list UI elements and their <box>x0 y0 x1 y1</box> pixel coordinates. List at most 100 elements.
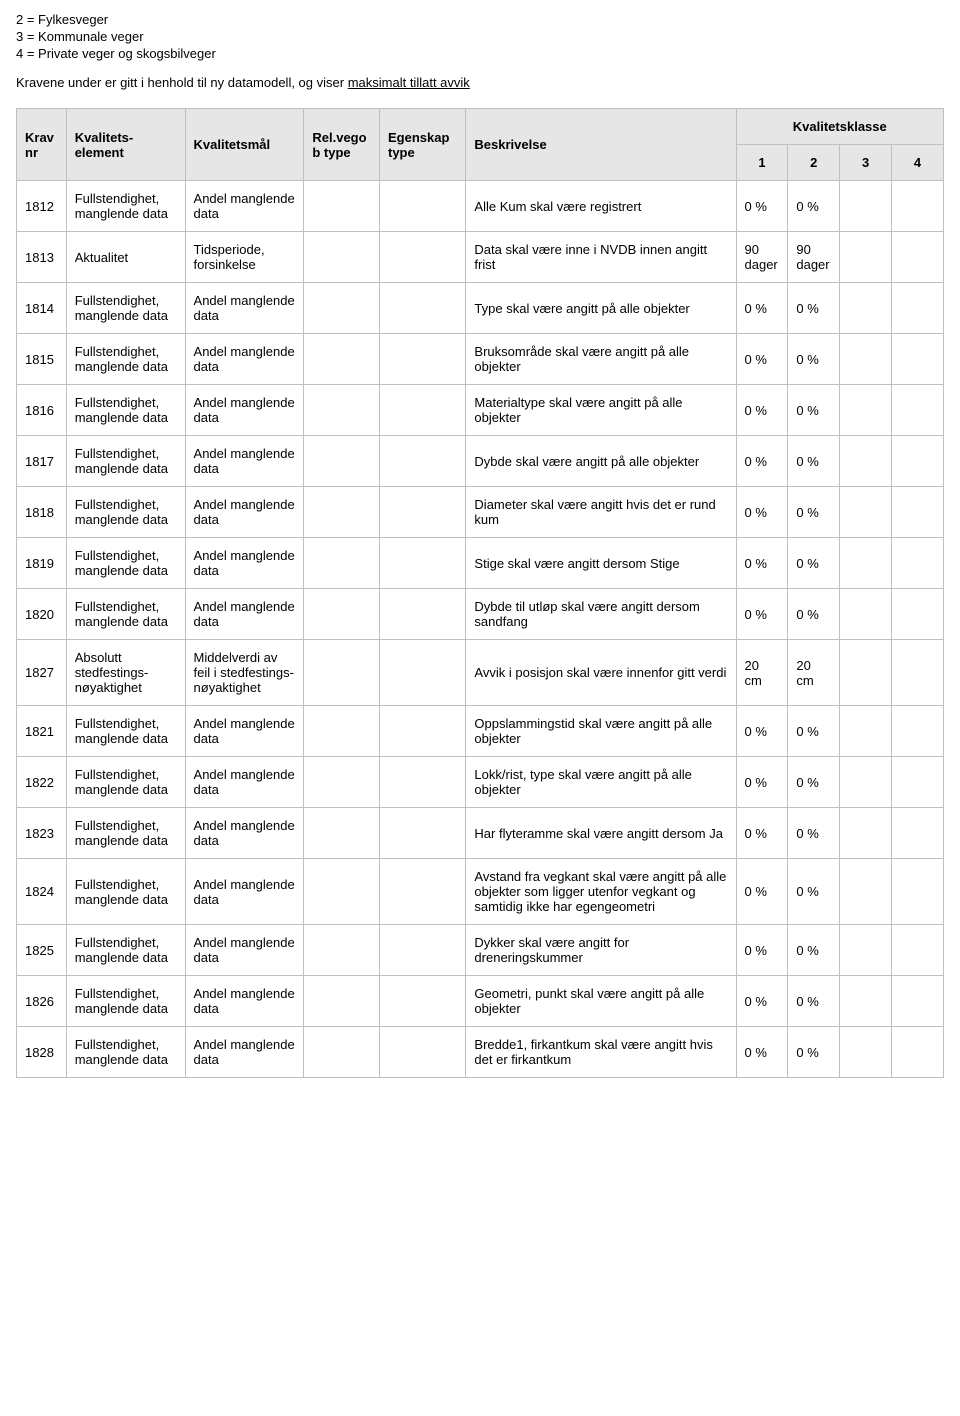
cell-k3 <box>840 925 892 976</box>
col-egenskap: Egenskap type <box>380 109 466 181</box>
cell-k4 <box>892 859 944 925</box>
col-relvegob: Rel.vegob type <box>304 109 380 181</box>
table-row: 1816Fullstendighet, manglende dataAndel … <box>17 385 944 436</box>
cell-krav-nr: 1812 <box>17 181 67 232</box>
cell-k2: 0 % <box>788 976 840 1027</box>
cell-egenskap <box>380 232 466 283</box>
cell-beskrivelse: Avstand fra vegkant skal være angitt på … <box>466 859 736 925</box>
cell-egenskap <box>380 334 466 385</box>
table-row: 1824Fullstendighet, manglende dataAndel … <box>17 859 944 925</box>
cell-kvalitetsmal: Andel manglende data <box>185 538 304 589</box>
cell-k4 <box>892 706 944 757</box>
cell-kvalitetsmal: Andel manglende data <box>185 283 304 334</box>
cell-relvegob <box>304 283 380 334</box>
cell-k4 <box>892 232 944 283</box>
cell-k2: 0 % <box>788 334 840 385</box>
cell-kvalitetsmal: Andel manglende data <box>185 1027 304 1078</box>
cell-egenskap <box>380 640 466 706</box>
cell-k1: 0 % <box>736 757 788 808</box>
cell-beskrivelse: Type skal være angitt på alle objekter <box>466 283 736 334</box>
cell-k4 <box>892 436 944 487</box>
cell-egenskap <box>380 589 466 640</box>
cell-k4 <box>892 538 944 589</box>
cell-relvegob <box>304 181 380 232</box>
cell-k1: 0 % <box>736 538 788 589</box>
cell-k1: 0 % <box>736 1027 788 1078</box>
cell-beskrivelse: Dybde til utløp skal være angitt dersom … <box>466 589 736 640</box>
table-header: Krav nr Kvalitets-element Kvalitetsmål R… <box>17 109 944 181</box>
cell-k2: 0 % <box>788 283 840 334</box>
cell-k3 <box>840 385 892 436</box>
cell-kvalitetsmal: Andel manglende data <box>185 436 304 487</box>
cell-beskrivelse: Materialtype skal være angitt på alle ob… <box>466 385 736 436</box>
cell-beskrivelse: Lokk/rist, type skal være angitt på alle… <box>466 757 736 808</box>
cell-krav-nr: 1814 <box>17 283 67 334</box>
cell-k1: 0 % <box>736 487 788 538</box>
cell-kvalitetsmal: Andel manglende data <box>185 808 304 859</box>
col-k4: 4 <box>892 145 944 181</box>
cell-k4 <box>892 640 944 706</box>
cell-krav-nr: 1815 <box>17 334 67 385</box>
cell-kvalitetselement: Fullstendighet, manglende data <box>66 589 185 640</box>
cell-kvalitetselement: Fullstendighet, manglende data <box>66 487 185 538</box>
cell-k4 <box>892 808 944 859</box>
table-row: 1821Fullstendighet, manglende dataAndel … <box>17 706 944 757</box>
cell-kvalitetsmal: Andel manglende data <box>185 385 304 436</box>
cell-k3 <box>840 808 892 859</box>
cell-k3 <box>840 283 892 334</box>
cell-egenskap <box>380 385 466 436</box>
cell-relvegob <box>304 487 380 538</box>
cell-k2: 0 % <box>788 385 840 436</box>
cell-egenskap <box>380 436 466 487</box>
cell-k2: 0 % <box>788 181 840 232</box>
cell-kvalitetselement: Fullstendighet, manglende data <box>66 385 185 436</box>
cell-beskrivelse: Dykker skal være angitt for dreneringsku… <box>466 925 736 976</box>
cell-kvalitetselement: Fullstendighet, manglende data <box>66 859 185 925</box>
cell-relvegob <box>304 436 380 487</box>
col-kvalitetsmal: Kvalitetsmål <box>185 109 304 181</box>
cell-k1: 0 % <box>736 808 788 859</box>
cell-kvalitetsmal: Andel manglende data <box>185 757 304 808</box>
cell-krav-nr: 1822 <box>17 757 67 808</box>
cell-k4 <box>892 487 944 538</box>
cell-kvalitetsmal: Andel manglende data <box>185 589 304 640</box>
intro-prefix: Kravene under er gitt i henhold til ny d… <box>16 75 348 90</box>
col-k3: 3 <box>840 145 892 181</box>
legend-line: 2 = Fylkesveger <box>16 12 944 27</box>
table-row: 1812Fullstendighet, manglende dataAndel … <box>17 181 944 232</box>
cell-kvalitetselement: Fullstendighet, manglende data <box>66 334 185 385</box>
cell-k3 <box>840 757 892 808</box>
table-row: 1820Fullstendighet, manglende dataAndel … <box>17 589 944 640</box>
cell-k1: 0 % <box>736 334 788 385</box>
cell-krav-nr: 1826 <box>17 976 67 1027</box>
cell-k4 <box>892 757 944 808</box>
cell-k2: 0 % <box>788 859 840 925</box>
table-row: 1827Absolutt stedfestings-nøyaktighetMid… <box>17 640 944 706</box>
col-k1: 1 <box>736 145 788 181</box>
col-k2: 2 <box>788 145 840 181</box>
legend-line: 3 = Kommunale veger <box>16 29 944 44</box>
cell-egenskap <box>380 859 466 925</box>
table-row: 1823Fullstendighet, manglende dataAndel … <box>17 808 944 859</box>
cell-krav-nr: 1825 <box>17 925 67 976</box>
cell-k3 <box>840 640 892 706</box>
cell-k3 <box>840 232 892 283</box>
cell-k1: 0 % <box>736 283 788 334</box>
cell-k3 <box>840 589 892 640</box>
cell-krav-nr: 1819 <box>17 538 67 589</box>
cell-k2: 0 % <box>788 487 840 538</box>
cell-beskrivelse: Data skal være inne i NVDB innen angitt … <box>466 232 736 283</box>
intro-text: Kravene under er gitt i henhold til ny d… <box>16 75 944 90</box>
cell-relvegob <box>304 925 380 976</box>
col-beskrivelse: Beskrivelse <box>466 109 736 181</box>
cell-relvegob <box>304 808 380 859</box>
legend-line: 4 = Private veger og skogsbilveger <box>16 46 944 61</box>
cell-k1: 20 cm <box>736 640 788 706</box>
cell-beskrivelse: Stige skal være angitt dersom Stige <box>466 538 736 589</box>
cell-egenskap <box>380 808 466 859</box>
cell-beskrivelse: Bruksområde skal være angitt på alle obj… <box>466 334 736 385</box>
cell-k1: 0 % <box>736 706 788 757</box>
cell-k3 <box>840 706 892 757</box>
cell-beskrivelse: Geometri, punkt skal være angitt på alle… <box>466 976 736 1027</box>
cell-k3 <box>840 859 892 925</box>
